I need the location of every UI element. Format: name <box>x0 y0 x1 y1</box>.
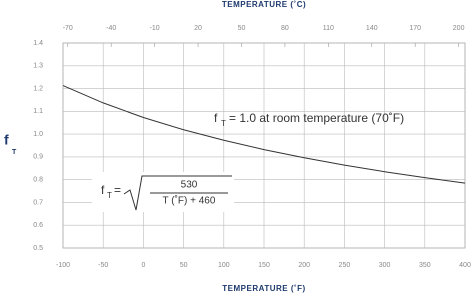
x2-tick-label: 140 <box>366 25 378 32</box>
x2-tick-label: -40 <box>106 25 116 32</box>
y-axis-title: f <box>4 132 9 148</box>
y-tick-label: 1.3 <box>33 63 43 70</box>
formula-eq: = <box>114 183 121 197</box>
y-tick-label: 1.2 <box>33 85 43 92</box>
x-tick-label: 0 <box>141 262 145 269</box>
x-tick-label: 200 <box>298 262 310 269</box>
y-tick-label: 1.0 <box>33 131 43 138</box>
annotation-sub: T <box>221 119 226 128</box>
top-axis-title: TEMPERATURE (˚C) <box>222 0 306 9</box>
line <box>62 85 466 184</box>
x-tick-label: 150 <box>258 262 270 269</box>
x2-tick-label: 200 <box>453 25 465 32</box>
x-tick-label: 250 <box>339 262 351 269</box>
formula-numerator: 530 <box>181 180 198 191</box>
y-tick-label: 0.7 <box>33 199 43 206</box>
x-tick-label: 400 <box>459 262 471 269</box>
x2-tick-label: 110 <box>323 25 334 32</box>
formula-denominator: T (˚F) + 460 <box>163 195 216 207</box>
x2-tick-label: 170 <box>409 25 421 32</box>
formula-box <box>92 172 234 212</box>
x-tick-label: 300 <box>379 262 391 269</box>
y-tick-label: 0.8 <box>33 177 43 184</box>
y-tick-label: 1.1 <box>33 108 43 115</box>
radical <box>123 175 232 211</box>
x2-tick-label: -70 <box>63 25 73 32</box>
formula-sub: T <box>107 191 112 200</box>
y-tick-label: 0.5 <box>33 245 43 252</box>
x-tick-label: -100 <box>56 262 70 269</box>
annotation: f <box>214 111 218 125</box>
formula: f <box>101 183 105 197</box>
x2-tick-label: 80 <box>281 25 289 32</box>
x-tick-label: -50 <box>98 262 108 269</box>
annotation-text: = 1.0 at room temperature (70˚F) <box>229 111 404 125</box>
x-tick-label: 100 <box>218 262 230 269</box>
y-tick-label: 0.6 <box>33 222 43 229</box>
x2-tick-label: -10 <box>150 25 160 32</box>
x2-tick-label: 50 <box>238 25 246 32</box>
x-axis-title: TEMPERATURE (˚F) <box>222 284 305 293</box>
x2-tick-label: 20 <box>194 25 202 32</box>
y-tick-label: 0.9 <box>33 154 43 161</box>
x-tick-label: 350 <box>419 262 431 269</box>
x-tick-label: 50 <box>180 262 188 269</box>
y-tick-label: 1.4 <box>33 40 43 47</box>
y-axis-title-sub: T <box>12 149 17 156</box>
